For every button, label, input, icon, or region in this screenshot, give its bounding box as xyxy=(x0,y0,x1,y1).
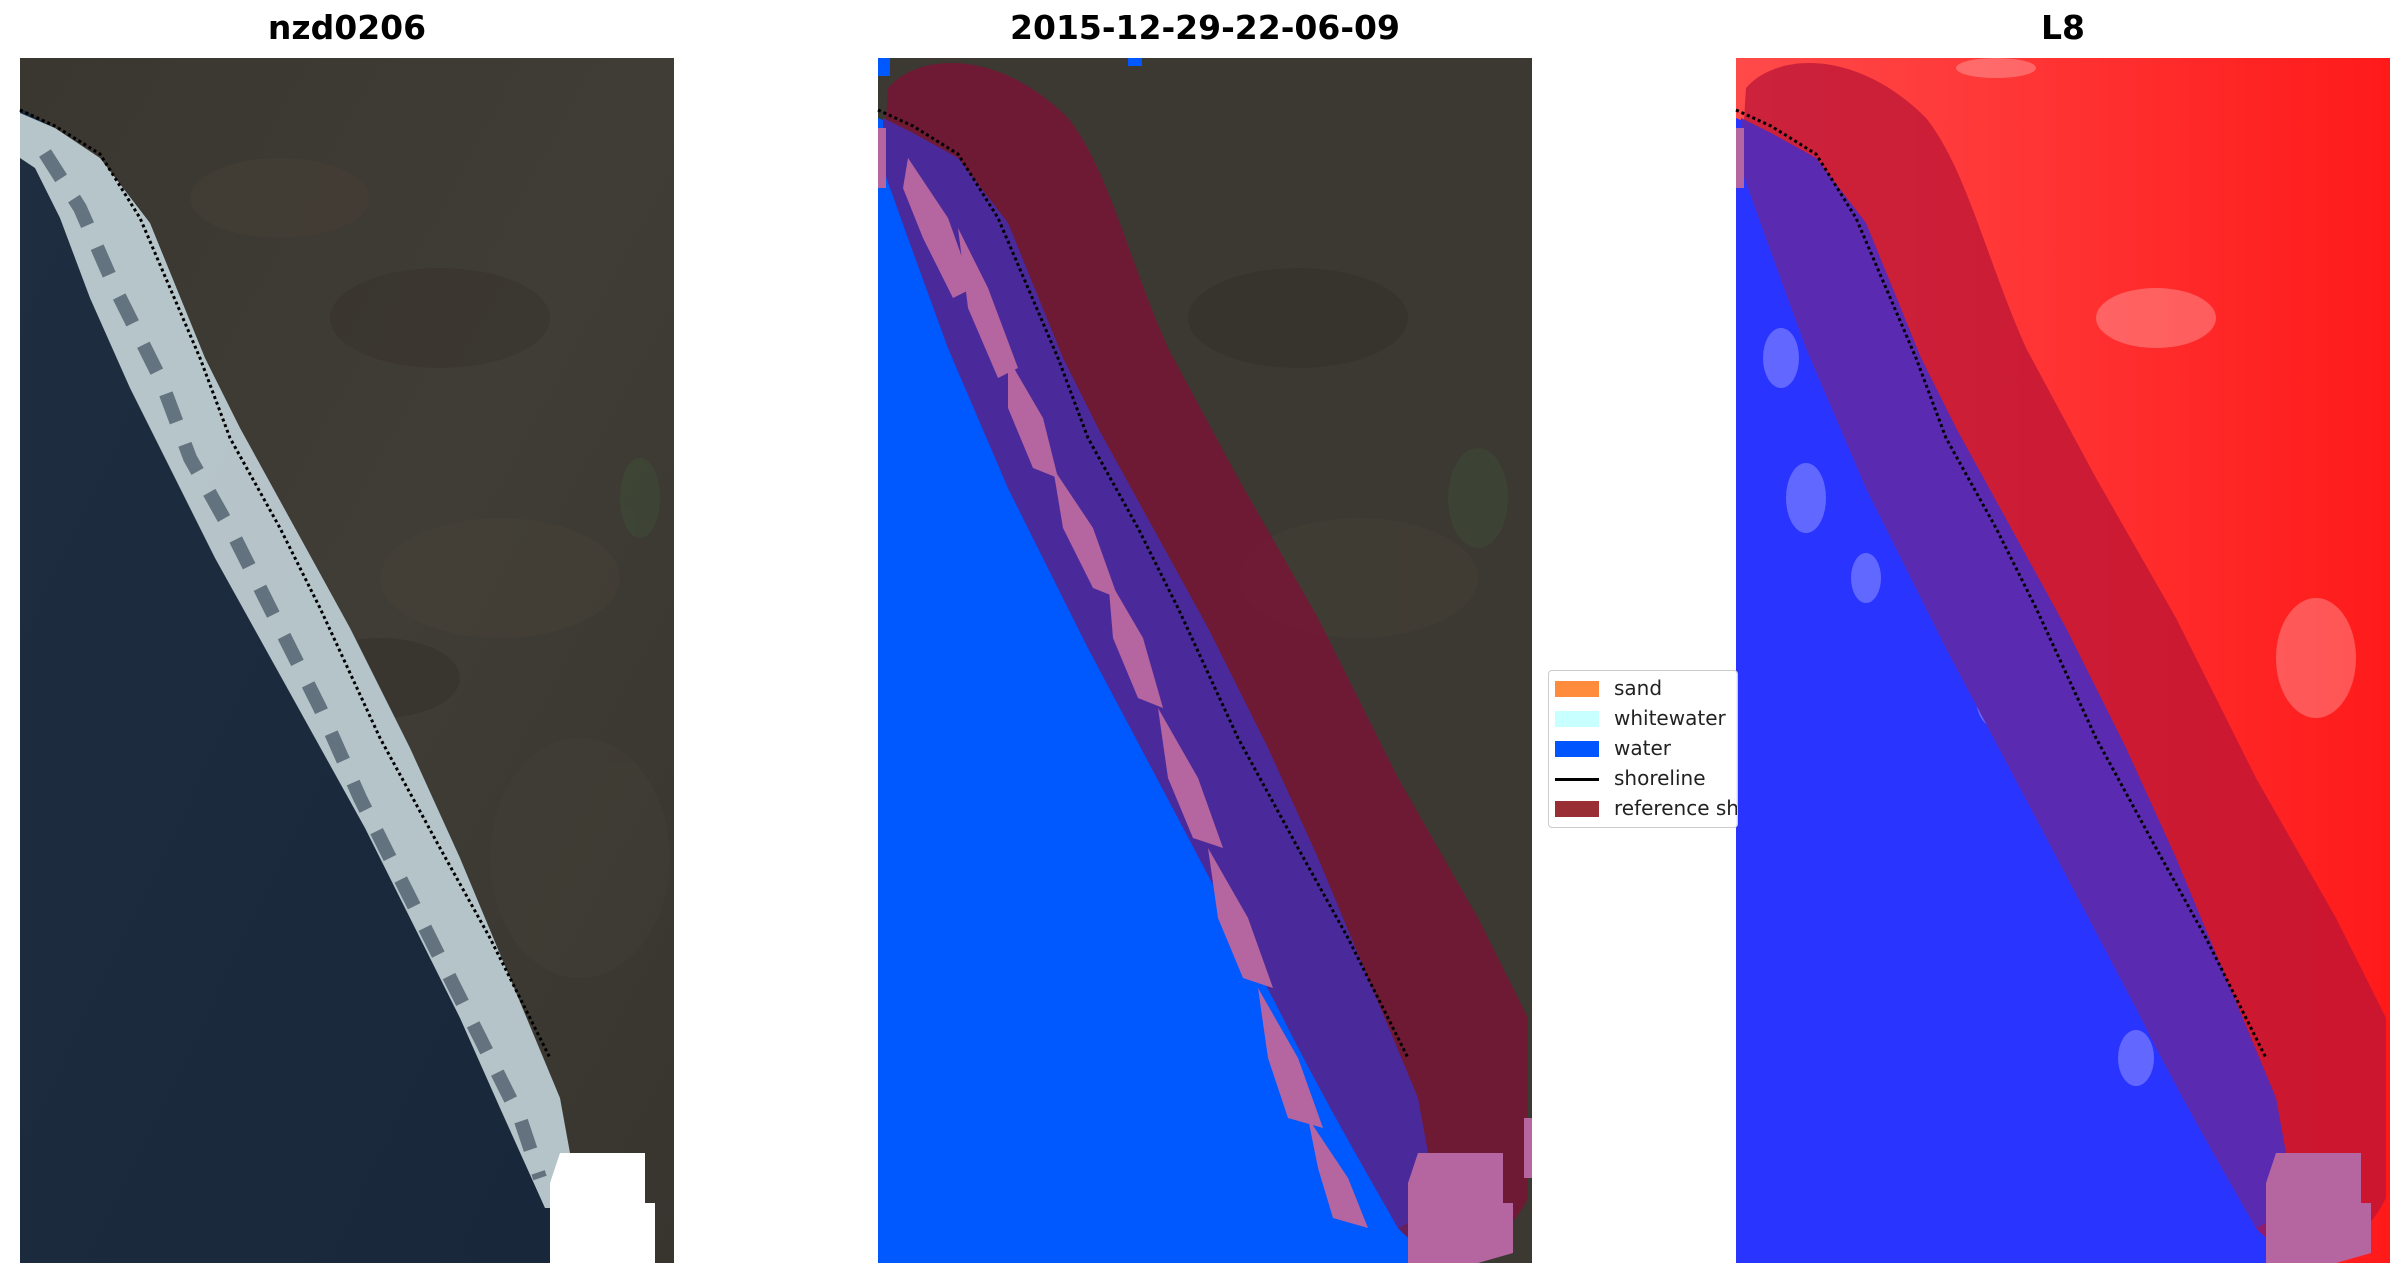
legend-item-whitewater: whitewater xyxy=(1549,703,1737,733)
legend-line-shoreline xyxy=(1555,778,1599,781)
panel-title-rgb: nzd0206 xyxy=(267,8,427,47)
legend-swatch-sand xyxy=(1555,681,1599,697)
panel-title-index: L8 xyxy=(2041,8,2085,47)
legend-label-whitewater: whitewater xyxy=(1614,706,1726,730)
legend-label-reference: reference sh xyxy=(1614,796,1738,820)
legend-label-shoreline: shoreline xyxy=(1614,766,1706,790)
legend-swatch-reference xyxy=(1555,801,1599,817)
legend-swatch-whitewater xyxy=(1555,711,1599,727)
no-data-patch xyxy=(550,1153,655,1263)
legend-item-shoreline: shoreline xyxy=(1549,763,1737,793)
land-texture xyxy=(190,158,670,978)
legend-item-sand: sand xyxy=(1549,673,1737,703)
legend-item-reference: reference sh xyxy=(1549,793,1738,823)
rgb-image-panel xyxy=(19,58,674,1263)
shoreline-trace xyxy=(19,108,552,1059)
no-data-patch xyxy=(1408,1153,1513,1263)
panel-title-classified: 2015-12-29-22-06-09 xyxy=(1010,8,1400,47)
index-image-panel xyxy=(1735,58,2390,1263)
legend-label-water: water xyxy=(1614,736,1671,760)
classified-image-panel xyxy=(877,58,1532,1263)
pink-class-patches xyxy=(903,158,1368,1228)
legend-label-sand: sand xyxy=(1614,676,1663,700)
rgb-image xyxy=(19,58,674,1263)
no-data-patch xyxy=(2266,1153,2371,1263)
shoreline-trace xyxy=(1735,108,2268,1059)
shoreline-trace xyxy=(877,108,1410,1059)
legend-swatch-water xyxy=(1555,741,1599,757)
legend: sand whitewater water shoreline referenc… xyxy=(1548,670,1738,828)
legend-item-water: water xyxy=(1549,733,1737,763)
index-image xyxy=(1735,58,2390,1263)
buffer-water-overlap xyxy=(1741,118,2296,1228)
classified-image xyxy=(877,58,1532,1263)
